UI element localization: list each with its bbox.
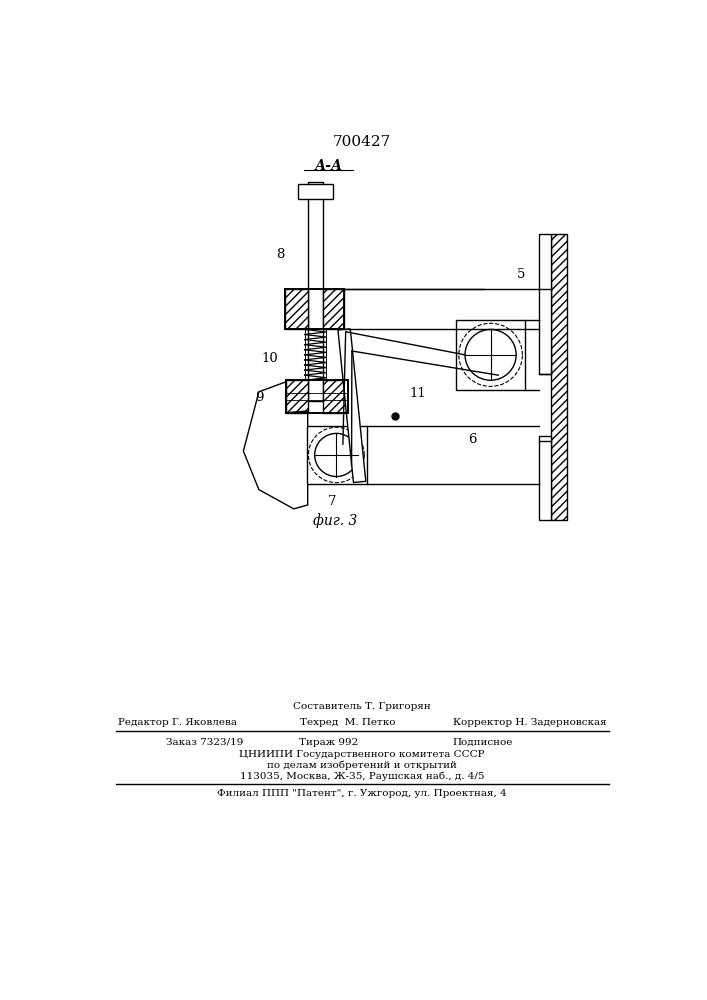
- Text: Филиал ППП "Патент", г. Ужгород, ул. Проектная, 4: Филиал ППП "Патент", г. Ужгород, ул. Про…: [217, 789, 507, 798]
- Bar: [323, 289, 344, 329]
- Bar: [308, 182, 323, 401]
- Text: 700427: 700427: [333, 135, 391, 149]
- Text: ЦНИИПИ Государственного комитета СССР: ЦНИИПИ Государственного комитета СССР: [239, 750, 485, 759]
- Bar: [298, 184, 333, 199]
- Polygon shape: [338, 329, 366, 483]
- Text: Редактор Г. Яковлева: Редактор Г. Яковлева: [118, 718, 237, 727]
- Text: 10: 10: [262, 352, 278, 365]
- Text: 113035, Москва, Ж-35, Раушская наб., д. 4/5: 113035, Москва, Ж-35, Раушская наб., д. …: [240, 771, 484, 781]
- Text: Заказ 7323/19: Заказ 7323/19: [166, 738, 243, 747]
- Bar: [539, 436, 551, 520]
- Text: Корректор Н. Задерновская: Корректор Н. Задерновская: [453, 718, 607, 727]
- Text: 6: 6: [468, 433, 477, 446]
- Text: 8: 8: [276, 248, 285, 261]
- Text: Подписное: Подписное: [452, 738, 513, 747]
- Text: фиг. 3: фиг. 3: [312, 513, 357, 528]
- Bar: [307, 426, 368, 484]
- Text: 5: 5: [517, 267, 525, 280]
- Text: по делам изобретений и открытий: по делам изобретений и открытий: [267, 761, 457, 770]
- Text: А-А: А-А: [315, 159, 343, 173]
- Bar: [456, 320, 525, 389]
- Text: Техред  М. Петко: Техред М. Петко: [300, 718, 396, 727]
- Text: 11: 11: [409, 387, 426, 400]
- Text: 7: 7: [328, 495, 337, 508]
- Text: 9: 9: [255, 391, 263, 404]
- Bar: [551, 234, 567, 520]
- Text: Тираж 992: Тираж 992: [299, 738, 358, 747]
- Bar: [539, 234, 551, 374]
- Text: Составитель Т. Григорян: Составитель Т. Григорян: [293, 702, 431, 711]
- Bar: [323, 380, 348, 413]
- Bar: [286, 380, 308, 413]
- Bar: [285, 289, 308, 329]
